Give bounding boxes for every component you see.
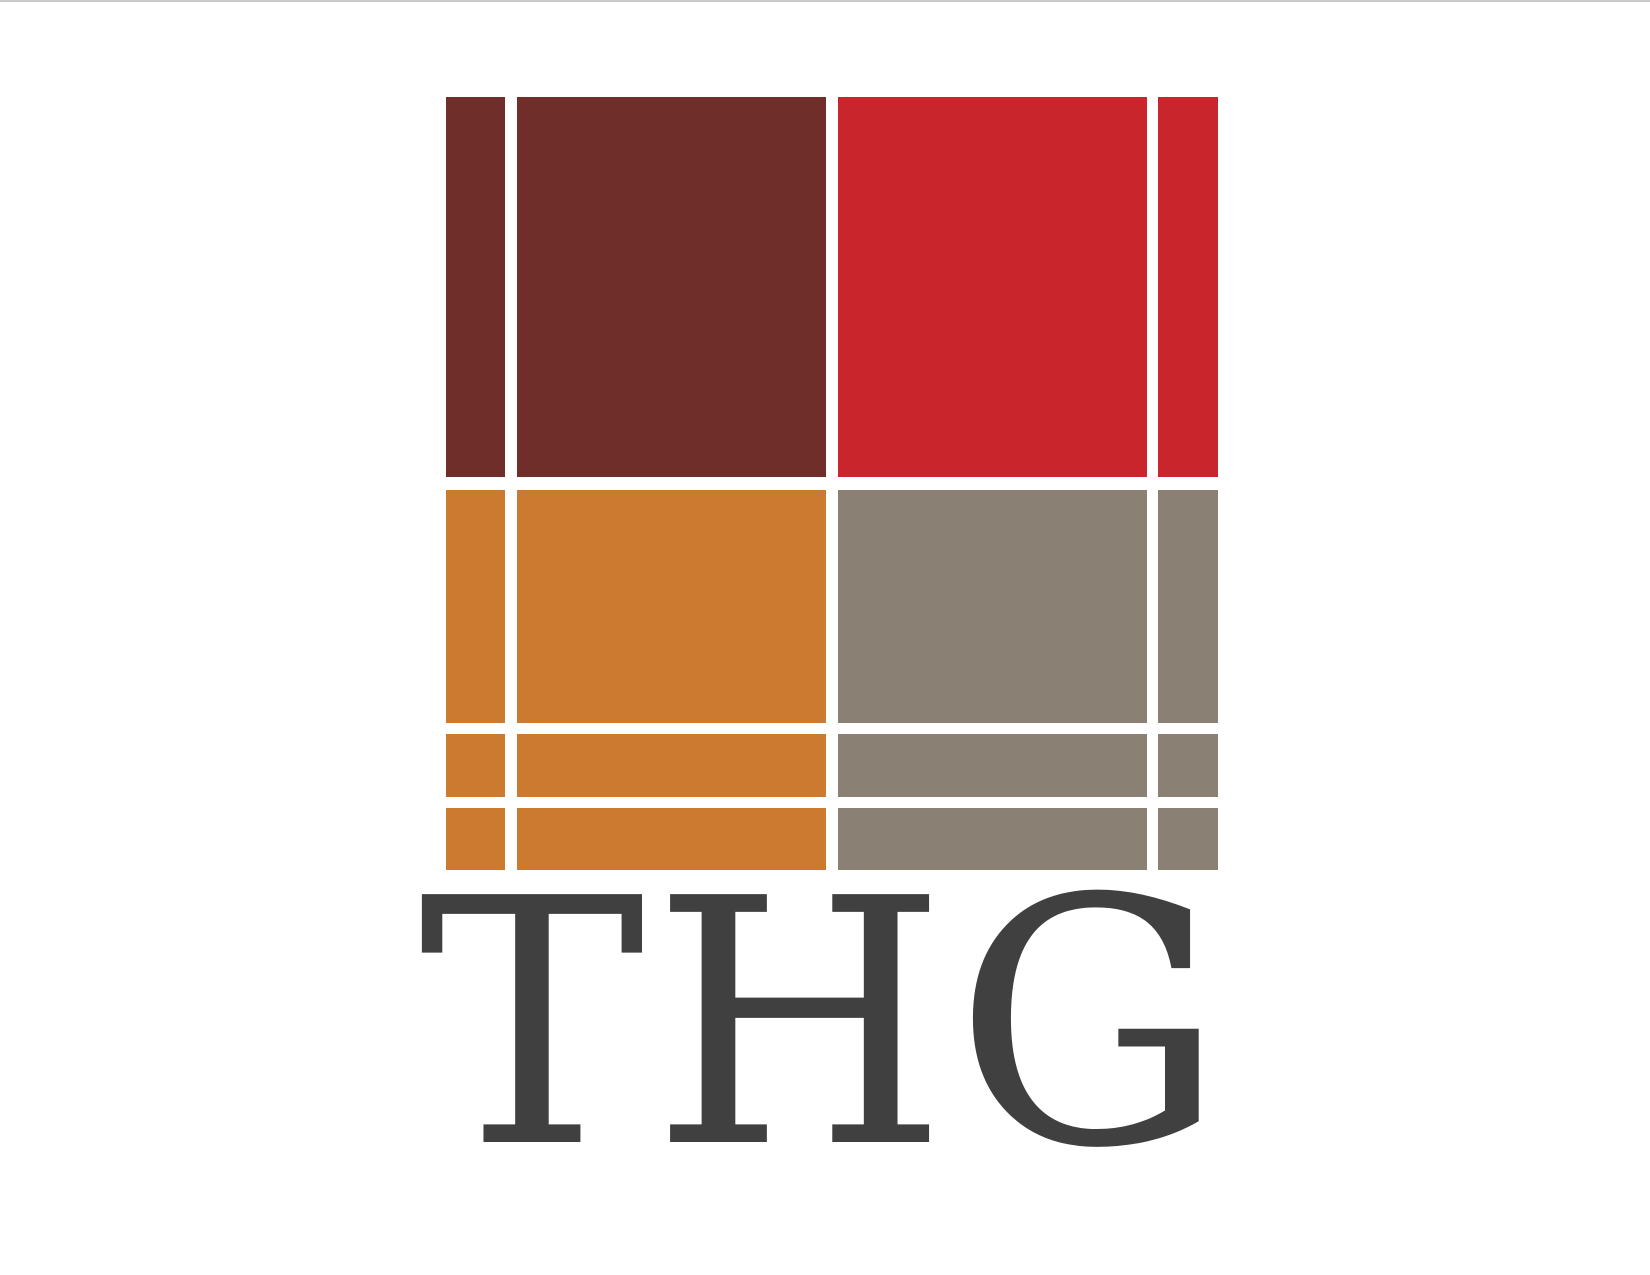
logo-tile-r4-c1 <box>446 808 505 870</box>
logo-tile-r1-c2 <box>517 97 826 477</box>
logo-tile-r1-c3 <box>838 97 1147 477</box>
logo-tile-r4-c3 <box>838 808 1147 870</box>
thg-wordmark: THG <box>418 827 1232 1223</box>
logo-tile-r2-c4 <box>1158 490 1218 723</box>
thg-logo-mark <box>446 97 1218 870</box>
logo-tile-r2-c3 <box>838 490 1147 723</box>
logo-tile-r3-c1 <box>446 734 505 797</box>
top-border-line <box>0 0 1650 2</box>
logo-tile-r3-c3 <box>838 734 1147 797</box>
logo-tile-r2-c1 <box>446 490 505 723</box>
logo-tile-r4-c4 <box>1158 808 1218 870</box>
logo-tile-grid <box>446 97 1218 870</box>
logo-tile-r3-c2 <box>517 734 826 797</box>
logo-tile-r3-c4 <box>1158 734 1218 797</box>
logo-tile-r1-c4 <box>1158 97 1218 477</box>
logo-tile-r2-c2 <box>517 490 826 723</box>
logo-tile-r1-c1 <box>446 97 505 477</box>
logo-tile-r4-c2 <box>517 808 826 870</box>
